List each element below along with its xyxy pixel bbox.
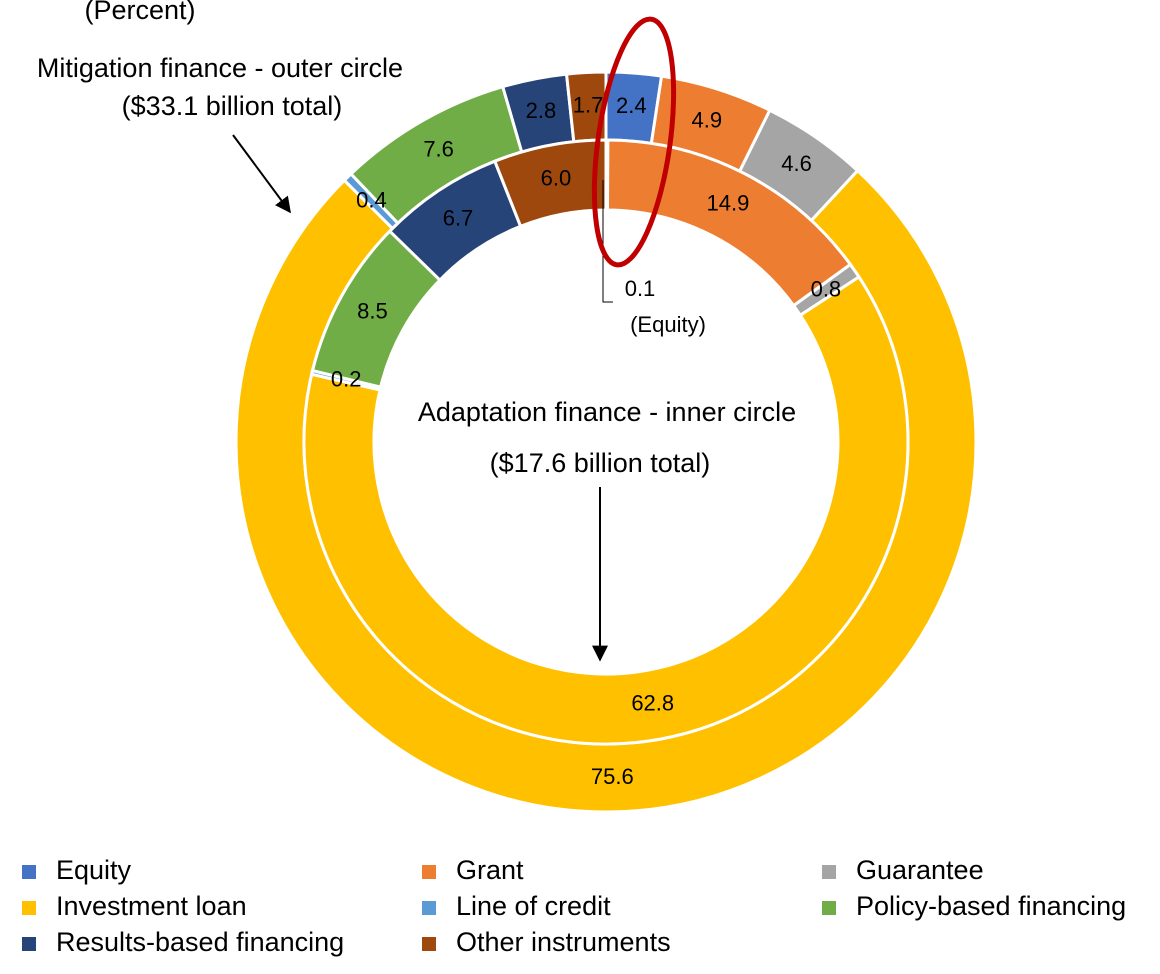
- data-label: 14.9: [707, 190, 750, 215]
- chart-title: (Percent): [84, 0, 195, 25]
- data-label: 6.0: [541, 166, 572, 191]
- legend-swatch: [22, 865, 36, 879]
- legend-label: Investment loan: [56, 891, 247, 921]
- data-label: 7.6: [423, 136, 454, 161]
- legend-swatch: [22, 901, 36, 915]
- outer-arrow: [232, 134, 291, 214]
- legend-label: Policy-based financing: [856, 891, 1126, 921]
- legend-label: Grant: [456, 855, 524, 885]
- highlight-ellipse: [591, 16, 677, 268]
- inner-series-name: Adaptation finance - inner circle: [418, 397, 796, 427]
- legend-swatch: [822, 901, 836, 915]
- data-label: 2.8: [526, 98, 557, 123]
- rings: [234, 70, 978, 814]
- data-label: 75.6: [591, 764, 634, 789]
- legend-swatch: [22, 937, 36, 951]
- slice: [302, 274, 910, 746]
- legend-label: Guarantee: [856, 855, 984, 885]
- legend-label: Line of credit: [456, 891, 611, 921]
- equity-callout-value: 0.1: [625, 276, 656, 301]
- data-label: 0.8: [811, 276, 842, 301]
- equity-callout-label: (Equity): [630, 312, 706, 337]
- callout-leader: [602, 180, 613, 303]
- legend-swatch: [822, 865, 836, 879]
- data-label: 8.5: [357, 298, 388, 323]
- data-label: 4.9: [692, 107, 723, 132]
- data-label: 1.7: [573, 92, 604, 117]
- data-label: 2.4: [616, 93, 647, 118]
- data-label: 0.2: [331, 366, 362, 391]
- legend-label: Results-based financing: [56, 927, 344, 957]
- inner-series-total: ($17.6 billion total): [490, 448, 711, 478]
- legend-swatch: [422, 865, 436, 879]
- outer-series-name: Mitigation finance - outer circle: [37, 53, 403, 83]
- legend-swatch: [422, 901, 436, 915]
- outer-series-total: ($33.1 billion total): [122, 91, 343, 121]
- data-label: 6.7: [443, 206, 474, 231]
- data-label: 62.8: [631, 691, 674, 716]
- slice: [492, 138, 608, 229]
- legend: Equity Grant Guarantee Investment loan Line …: [22, 855, 1126, 957]
- data-label: 4.6: [781, 151, 812, 176]
- labels: 0.1 (Equity) 2.4 4.9 4.6 75.6 0.4 7.6 2.8 1.7 14…: [331, 92, 841, 788]
- legend-label: Other instruments: [456, 927, 671, 957]
- legend-label: Equity: [56, 855, 132, 885]
- legend-swatch: [422, 937, 436, 951]
- data-label: 0.4: [356, 187, 387, 212]
